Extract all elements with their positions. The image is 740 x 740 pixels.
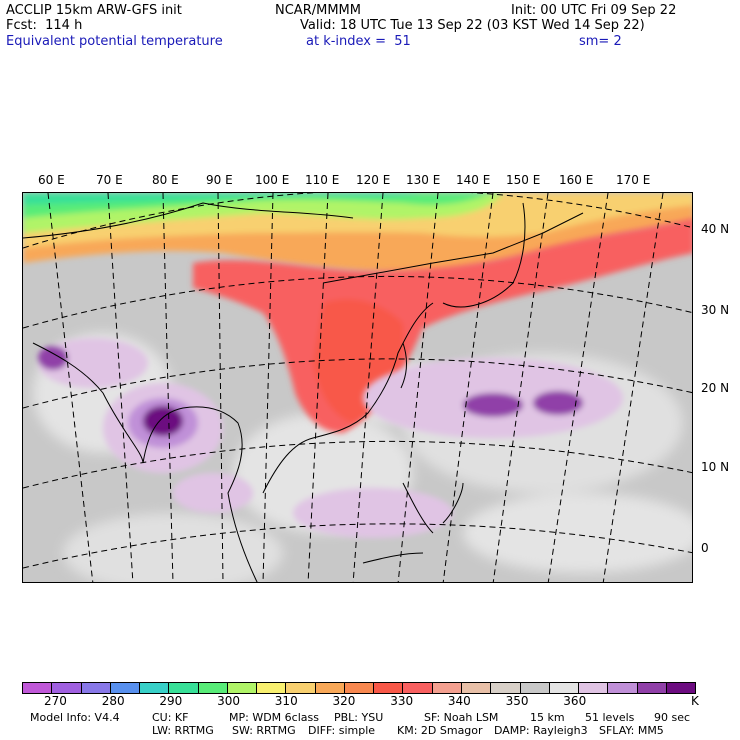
- lon-label: 90 E: [206, 173, 233, 187]
- map-field-svg: [23, 193, 692, 582]
- km-scheme: KM: 2D Smagor: [397, 724, 483, 737]
- colorbar-tick-label: 280: [101, 694, 125, 708]
- graticule: [23, 193, 692, 582]
- colorbar-swatch: [520, 683, 550, 693]
- colorbar-tick-label: 290: [159, 694, 183, 708]
- lon-label: 70 E: [96, 173, 123, 187]
- mp-scheme: MP: WDM 6class: [229, 711, 319, 724]
- colorbar-swatch: [110, 683, 141, 693]
- levels: 51 levels: [585, 711, 635, 724]
- lon-label: 150 E: [506, 173, 541, 187]
- cu-scheme: CU: KF: [152, 711, 189, 724]
- colorbar-swatch: [315, 683, 345, 693]
- diff-scheme: DIFF: simple: [308, 724, 376, 737]
- damp-scheme: DAMP: Rayleigh3: [494, 724, 588, 737]
- time-step: 90 sec: [654, 711, 691, 724]
- field-purple: [38, 338, 623, 538]
- colorbar-swatch: [608, 683, 638, 693]
- lon-label: 100 E: [255, 173, 290, 187]
- lat-label: 30 N: [701, 303, 730, 317]
- resolution: 15 km: [530, 711, 565, 724]
- sf-scheme: SF: Noah LSM: [424, 711, 499, 724]
- colorbar-tick-label: 300: [217, 694, 240, 708]
- lat-label: 10 N: [701, 460, 730, 474]
- colorbar-swatch: [140, 683, 170, 693]
- colorbar-tick-label: 320: [332, 694, 356, 708]
- colorbar-swatch: [637, 683, 667, 693]
- sw-scheme: SW: RRTMG: [232, 724, 296, 737]
- field-name: Equivalent potential temperature: [6, 34, 223, 49]
- sflay-scheme: SFLAY: MM5: [599, 724, 664, 737]
- colorbar-tick-label: 360: [563, 694, 587, 708]
- theta-e-map: [22, 192, 693, 583]
- colorbar-swatch: [461, 683, 492, 693]
- center-name: NCAR/MMMM: [275, 3, 361, 18]
- colorbar-tick-label: 270: [44, 694, 67, 708]
- colorbar-swatch: [52, 683, 82, 693]
- colorbar-swatch: [549, 683, 580, 693]
- colorbar-swatch: [23, 683, 53, 693]
- colorbar-tick-label: 330: [390, 694, 414, 708]
- colorbar-swatch: [286, 683, 316, 693]
- lw-scheme: LW: RRTMG: [152, 724, 214, 737]
- lat-label: 20 N: [701, 381, 730, 395]
- lon-label: 130 E: [406, 173, 441, 187]
- colorbar-swatch: [374, 683, 404, 693]
- colorbar-swatch: [491, 683, 521, 693]
- model-info: Model Info: V4.4: [30, 711, 120, 724]
- colorbar-swatch: [198, 683, 228, 693]
- lon-label: 160 E: [559, 173, 594, 187]
- lat-label: 0: [701, 541, 709, 555]
- colorbar-swatch: [579, 683, 609, 693]
- model-title: ACCLIP 15km ARW-GFS init: [6, 3, 182, 18]
- lon-label: 120 E: [356, 173, 391, 187]
- lon-label: 110 E: [305, 173, 340, 187]
- colorbar: [22, 682, 696, 694]
- colorbar-unit: K: [691, 694, 699, 708]
- colorbar-tick-label: 350: [505, 694, 529, 708]
- init-time: Init: 00 UTC Fri 09 Sep 22: [511, 3, 677, 18]
- valid-time: Valid: 18 UTC Tue 13 Sep 22 (03 KST Wed …: [300, 18, 645, 33]
- smoothing: sm= 2: [579, 34, 622, 49]
- forecast-hour: Fcst: 114 h: [6, 18, 83, 33]
- lon-label: 80 E: [152, 173, 179, 187]
- lon-label: 140 E: [456, 173, 491, 187]
- colorbar-swatch: [227, 683, 258, 693]
- colorbar-swatch: [666, 683, 696, 693]
- lon-label: 170 E: [616, 173, 651, 187]
- colorbar-swatch: [403, 683, 433, 693]
- colorbar-swatch: [344, 683, 375, 693]
- colorbar-tick-label: 310: [274, 694, 298, 708]
- colorbar-swatch: [432, 683, 462, 693]
- colorbar-swatch: [257, 683, 287, 693]
- lon-label: 60 E: [38, 173, 65, 187]
- level-index: at k-index = 51: [306, 34, 411, 49]
- colorbar-tick-label: 340: [447, 694, 471, 708]
- colorbar-swatch: [81, 683, 111, 693]
- lat-label: 40 N: [701, 222, 730, 236]
- pbl-scheme: PBL: YSU: [334, 711, 384, 724]
- colorbar-swatch: [169, 683, 199, 693]
